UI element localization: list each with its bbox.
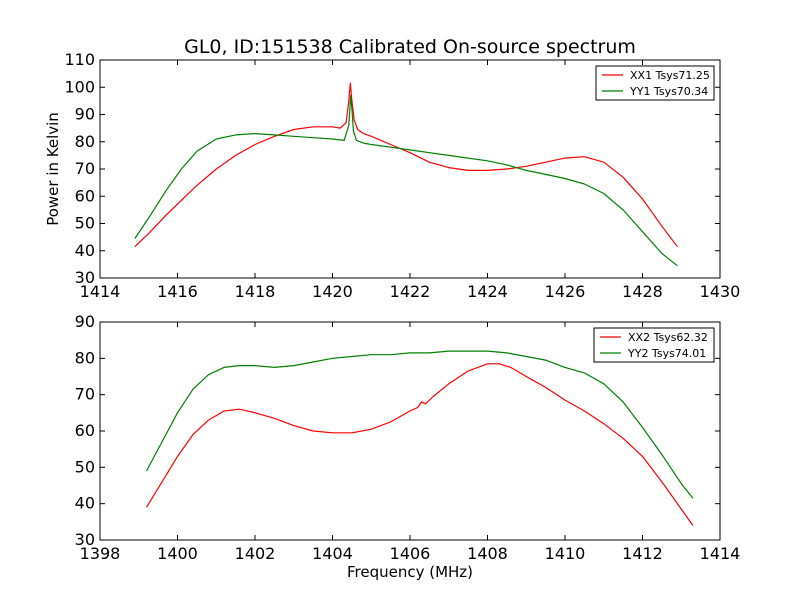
top-y-tick-label: 110 (64, 50, 95, 69)
x-axis-label: Frequency (MHz) (347, 563, 473, 581)
bottom-x-tick-label: 1406 (390, 544, 431, 563)
bottom-x-tick-label: 1408 (467, 544, 508, 563)
bottom-y-tick-label: 80 (75, 348, 95, 367)
bottom-y-tick-label: 60 (75, 421, 95, 440)
bottom-y-tick-label: 90 (75, 312, 95, 331)
bottom-x-tick-label: 1398 (80, 544, 121, 563)
top-series-xx-line (134, 82, 678, 248)
bottom-legend: XX2 Tsys62.32 YY2 Tsys74.01 (593, 327, 715, 363)
bottom-series-xx-line (145, 363, 694, 526)
top-y-tick-label: 70 (75, 159, 95, 178)
top-x-tick-label: 1414 (80, 282, 121, 301)
bottom-x-tick-label: 1400 (157, 544, 198, 563)
bottom-x-tick-label: 1414 (700, 544, 741, 563)
top-legend-label-xx: XX1 Tsys71.25 (630, 69, 710, 82)
top-y-tick-label: 50 (75, 214, 95, 233)
top-x-tick-label: 1424 (467, 282, 508, 301)
bottom-y-tick-label: 70 (75, 385, 95, 404)
bottom-y-tick-label: 30 (75, 530, 95, 549)
top-x-tick-label: 1420 (312, 282, 353, 301)
top-y-tick-label: 60 (75, 186, 95, 205)
top-legend-box (595, 65, 715, 101)
top-y-tick-label: 90 (75, 105, 95, 124)
top-x-tick-label: 1430 (700, 282, 741, 301)
top-plot-panel: 1414 1416 1418 1420 1422 1424 1426 1428 1430 30 40… (64, 50, 740, 301)
top-x-tick-label: 1418 (235, 282, 276, 301)
bottom-x-tick-label: 1410 (545, 544, 586, 563)
bottom-x-tick-label: 1404 (312, 544, 353, 563)
bottom-x-tick-label: 1402 (235, 544, 276, 563)
top-y-tick-label: 40 (75, 241, 95, 260)
top-legend-label-yy: YY1 Tsys70.34 (629, 85, 708, 98)
bottom-x-tick-label: 1412 (622, 544, 663, 563)
bottom-series-yy-line (145, 350, 694, 499)
y-axis-label: Power in Kelvin (44, 112, 62, 226)
bottom-legend-label-yy: YY2 Tsys74.01 (627, 347, 706, 360)
bottom-legend-box (593, 327, 715, 363)
top-x-tick-label: 1416 (157, 282, 198, 301)
top-legend: XX1 Tsys71.25 YY1 Tsys70.34 (595, 65, 715, 101)
top-y-tick-label: 100 (64, 77, 95, 96)
top-y-tick-label: 30 (75, 268, 95, 287)
top-x-tick-label: 1426 (545, 282, 586, 301)
top-x-tick-label: 1422 (390, 282, 431, 301)
bottom-y-tick-label: 50 (75, 457, 95, 476)
bottom-plot-panel: 1398 1400 1402 1404 1406 1408 1410 1412 1414 30 40… (75, 312, 741, 563)
top-x-tick-label: 1428 (622, 282, 663, 301)
top-y-tick-label: 80 (75, 132, 95, 151)
top-series-yy-line (134, 94, 678, 267)
figure-title: GL0, ID:151538 Calibrated On-source spec… (184, 36, 636, 58)
bottom-y-tick-label: 40 (75, 494, 95, 513)
bottom-legend-label-xx: XX2 Tsys62.32 (628, 331, 708, 344)
